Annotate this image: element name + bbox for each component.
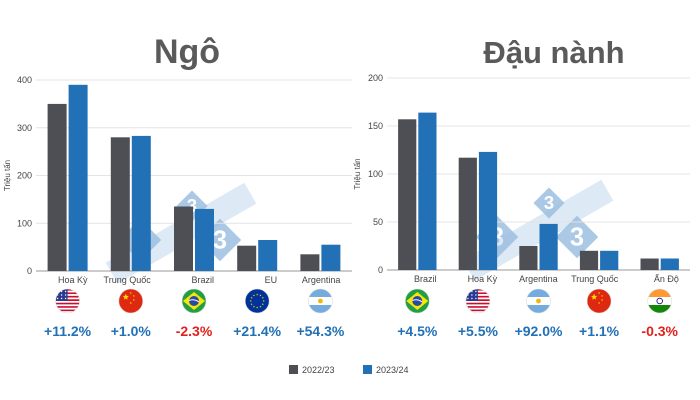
- x-tick-label: Brazil: [191, 275, 214, 285]
- chart-title: Ngô: [154, 33, 220, 71]
- bar-brazil-2023-24: [418, 112, 437, 270]
- x-tick-label: Brazil: [414, 274, 437, 284]
- bar-hoa-ky-2022-23: [47, 103, 67, 272]
- x-tick-label: Ấn Độ: [654, 274, 679, 284]
- change-label-argentina: +54.3%: [296, 323, 344, 339]
- bar-brazil-2022-23: [174, 206, 193, 271]
- y-tick-label: 150: [368, 121, 383, 131]
- flag-br-icon: [181, 288, 207, 314]
- legend-swatch: [363, 365, 372, 374]
- y-tick-label: 100: [17, 218, 32, 228]
- x-tick-label: Argentina: [519, 274, 558, 284]
- bar-argentina-2023-24: [321, 244, 341, 271]
- bar-brazil-2022-23: [398, 119, 417, 270]
- y-axis-label: Triệu tấn: [3, 160, 12, 191]
- change-label-trung-quoc: +1.0%: [111, 323, 152, 339]
- watermark-digit: 3: [213, 226, 227, 254]
- y-tick-label: 0: [27, 266, 32, 276]
- y-axis-label: Triệu tấn: [353, 158, 362, 189]
- y-tick-label: 0: [378, 265, 383, 275]
- bar-trung-quoc-2023-24: [131, 135, 151, 271]
- bar-trung-quoc-2022-23: [579, 250, 599, 270]
- bar-eu-2022-23: [237, 245, 257, 271]
- watermark-digit: 3: [544, 192, 554, 213]
- flag-cn-icon: [586, 288, 612, 314]
- bar-argentina-2022-23: [300, 254, 320, 271]
- watermark-band: [462, 179, 614, 281]
- chart-dau-nanh: Đậu nành 0 50 100 150 200 Triệu tấn Brazil +4.5%…: [353, 35, 690, 339]
- flag-ar-icon: [308, 288, 333, 314]
- bar-hoa-ky-2023-24: [68, 84, 88, 271]
- bar-hoa-ky-2023-24: [478, 151, 498, 270]
- change-label-brazil: -2.3%: [176, 323, 213, 339]
- charts-group: Ngô 0 100 200 300 400 Triệu tấn Hoa Kỳ +11.2% Tru…: [3, 33, 690, 339]
- x-tick-label: Hoa Kỳ: [468, 274, 498, 284]
- y-tick-label: 300: [17, 123, 32, 133]
- x-tick-label: Trung Quốc: [104, 275, 152, 285]
- change-label-trung-quoc: +1.1%: [579, 323, 620, 339]
- legend-label: 2022/23: [302, 365, 335, 375]
- change-label-argentina: +92.0%: [515, 323, 563, 339]
- bar-brazil-2023-24: [195, 208, 214, 271]
- legend-item-2022-23: 2022/23: [289, 365, 335, 375]
- bar-trung-quoc-2023-24: [600, 250, 619, 270]
- x-tick-label: Trung Quốc: [571, 274, 619, 284]
- watermark-digit: 3: [570, 223, 584, 251]
- bar-trung-quoc-2022-23: [110, 137, 130, 271]
- change-label-brazil: +4.5%: [397, 323, 438, 339]
- flag-br-icon: [404, 288, 430, 314]
- chart-title: Đậu nành: [483, 35, 624, 70]
- y-tick-label: 200: [368, 73, 383, 83]
- x-tick-label: Argentina: [302, 275, 341, 285]
- flag-us-icon: [55, 288, 80, 314]
- flag-ar-icon: [526, 288, 551, 314]
- flag-in-icon: [647, 288, 673, 314]
- flag-us-icon: [465, 288, 491, 314]
- bar-argentina-2022-23: [519, 246, 538, 270]
- legend: 2022/23 2023/24: [289, 365, 409, 375]
- legend-swatch: [289, 365, 298, 374]
- bar-eu-2023-24: [258, 240, 278, 271]
- change-label-hoa-ky: +11.2%: [44, 323, 92, 339]
- y-tick-label: 400: [17, 75, 32, 85]
- x-tick-label: Hoa Kỳ: [58, 275, 88, 285]
- y-tick-label: 100: [368, 169, 383, 179]
- bar-an-do-2023-24: [660, 258, 679, 270]
- change-label-an-do: -0.3%: [641, 323, 678, 339]
- legend-label: 2023/24: [376, 365, 409, 375]
- flag-cn-icon: [118, 288, 144, 314]
- legend-item-2023-24: 2023/24: [363, 365, 409, 375]
- change-label-hoa-ky: +5.5%: [458, 323, 499, 339]
- flag-eu-icon: [244, 288, 270, 314]
- watermark-digit: 3: [187, 195, 197, 216]
- bar-argentina-2023-24: [539, 223, 558, 270]
- bar-hoa-ky-2022-23: [458, 157, 477, 270]
- change-label-eu: +21.4%: [233, 323, 281, 339]
- chart-ngo: Ngô 0 100 200 300 400 Triệu tấn Hoa Kỳ +11.2% Tru…: [3, 33, 352, 339]
- y-tick-label: 200: [17, 171, 32, 181]
- x-tick-label: EU: [265, 275, 278, 285]
- bar-an-do-2022-23: [640, 258, 659, 270]
- y-tick-label: 50: [373, 217, 383, 227]
